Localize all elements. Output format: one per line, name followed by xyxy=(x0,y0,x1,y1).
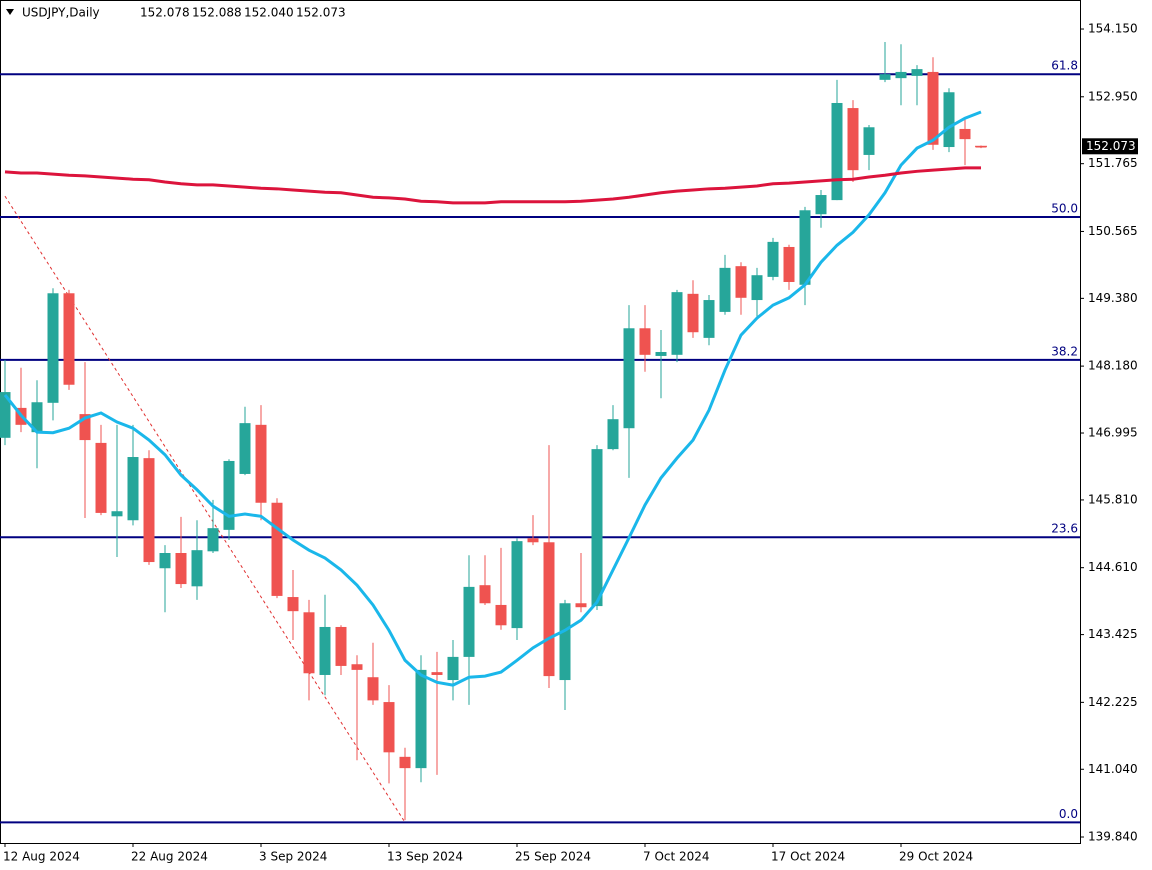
candle-body xyxy=(607,419,619,450)
y-tick-label: 150.565 xyxy=(1088,224,1138,238)
quote-value: 152.073 xyxy=(296,6,346,20)
y-tick-label: 152.950 xyxy=(1088,89,1138,103)
candle-body xyxy=(79,414,91,441)
candle-body xyxy=(447,656,459,681)
candle-body xyxy=(95,442,107,513)
candle-body xyxy=(431,672,443,675)
fib-label: 38.2 xyxy=(1051,344,1078,358)
candle-body xyxy=(191,550,203,587)
candle-body xyxy=(623,328,635,429)
candle-body xyxy=(159,553,171,569)
candle-body xyxy=(767,241,779,277)
collapse-icon xyxy=(6,9,14,15)
candle-body xyxy=(751,275,763,301)
candle-body xyxy=(0,392,11,438)
y-tick-label: 148.180 xyxy=(1088,359,1138,373)
plot-frame xyxy=(0,0,1081,844)
candle-body xyxy=(511,541,523,629)
candle-body xyxy=(959,128,971,140)
fib-label: 61.8 xyxy=(1051,59,1078,73)
x-tick-label: 7 Oct 2024 xyxy=(643,850,710,864)
candle-body xyxy=(719,267,731,312)
candle-body xyxy=(671,292,683,355)
current-price-label: 152.073 xyxy=(1086,139,1136,153)
candle-body xyxy=(927,71,939,145)
x-tick-label: 3 Sep 2024 xyxy=(259,850,327,864)
fib-trendline xyxy=(4,195,406,823)
candle-body xyxy=(463,586,475,657)
candle-body xyxy=(911,69,923,76)
candle-body xyxy=(543,542,555,677)
candle-body xyxy=(207,528,219,552)
candle-body xyxy=(479,585,491,604)
x-tick-label: 25 Sep 2024 xyxy=(515,850,591,864)
candle-body xyxy=(703,300,715,338)
fib-label: 0.0 xyxy=(1059,807,1078,821)
candle-body xyxy=(111,511,123,517)
candle-body xyxy=(943,92,955,148)
candle-body xyxy=(319,626,331,675)
candle-body xyxy=(655,351,667,356)
candle-body xyxy=(415,669,427,769)
candle-body xyxy=(63,293,75,385)
quote-value: 152.088 xyxy=(192,6,242,20)
x-tick-label: 22 Aug 2024 xyxy=(131,850,208,864)
x-tick-label: 17 Oct 2024 xyxy=(771,850,845,864)
y-tick-label: 154.150 xyxy=(1088,22,1138,36)
moving-average xyxy=(3,110,982,687)
candle-body xyxy=(815,195,827,215)
candle-body xyxy=(799,210,811,285)
candle-body xyxy=(175,553,187,585)
candle-body xyxy=(847,108,859,171)
y-tick-label: 143.425 xyxy=(1088,627,1138,641)
y-tick-label: 141.040 xyxy=(1088,762,1138,776)
candle-body xyxy=(735,266,747,298)
current-price-box xyxy=(1082,138,1138,155)
candle-body xyxy=(143,458,155,563)
y-tick-label: 145.810 xyxy=(1088,492,1138,506)
candle-body xyxy=(831,102,843,201)
candle-body xyxy=(335,626,347,666)
candle-body xyxy=(895,71,907,79)
candle-body xyxy=(527,538,539,543)
candle-body xyxy=(639,328,651,355)
candle-body xyxy=(495,604,507,626)
candle-body xyxy=(31,402,43,433)
y-tick-label: 146.995 xyxy=(1088,426,1138,440)
y-tick-label: 142.225 xyxy=(1088,695,1138,709)
moving-average xyxy=(4,166,981,205)
y-tick-label: 144.610 xyxy=(1088,560,1138,574)
candle-body xyxy=(575,603,587,608)
candle-body xyxy=(687,293,699,333)
x-tick-label: 29 Oct 2024 xyxy=(899,850,973,864)
candle-body xyxy=(783,246,795,282)
fib-label: 23.6 xyxy=(1051,522,1078,536)
candle-body xyxy=(863,127,875,155)
candle-body xyxy=(399,756,411,769)
candle-body xyxy=(591,449,603,607)
quote-value: 152.040 xyxy=(244,6,294,20)
fib-label: 50.0 xyxy=(1051,202,1078,216)
y-tick-label: 151.765 xyxy=(1088,156,1138,170)
candle-body xyxy=(255,424,267,503)
y-tick-label: 149.380 xyxy=(1088,291,1138,305)
quote-value: 152.078 xyxy=(140,6,190,20)
candle-body xyxy=(223,460,235,530)
candle-body xyxy=(879,74,891,80)
candle-body xyxy=(559,603,571,681)
candle-body xyxy=(383,702,395,753)
y-tick-label: 139.840 xyxy=(1088,830,1138,844)
candle-body xyxy=(351,664,363,670)
x-tick-label: 13 Sep 2024 xyxy=(387,850,463,864)
candle-body xyxy=(127,457,139,521)
symbol-label: USDJPY,Daily xyxy=(22,6,100,20)
candle-body xyxy=(287,597,299,612)
candle-body xyxy=(239,423,251,474)
candle-body xyxy=(367,677,379,701)
candle-body xyxy=(47,293,59,403)
x-tick-label: 12 Aug 2024 xyxy=(3,850,80,864)
candle-body xyxy=(303,612,315,674)
candle-body xyxy=(271,502,283,596)
